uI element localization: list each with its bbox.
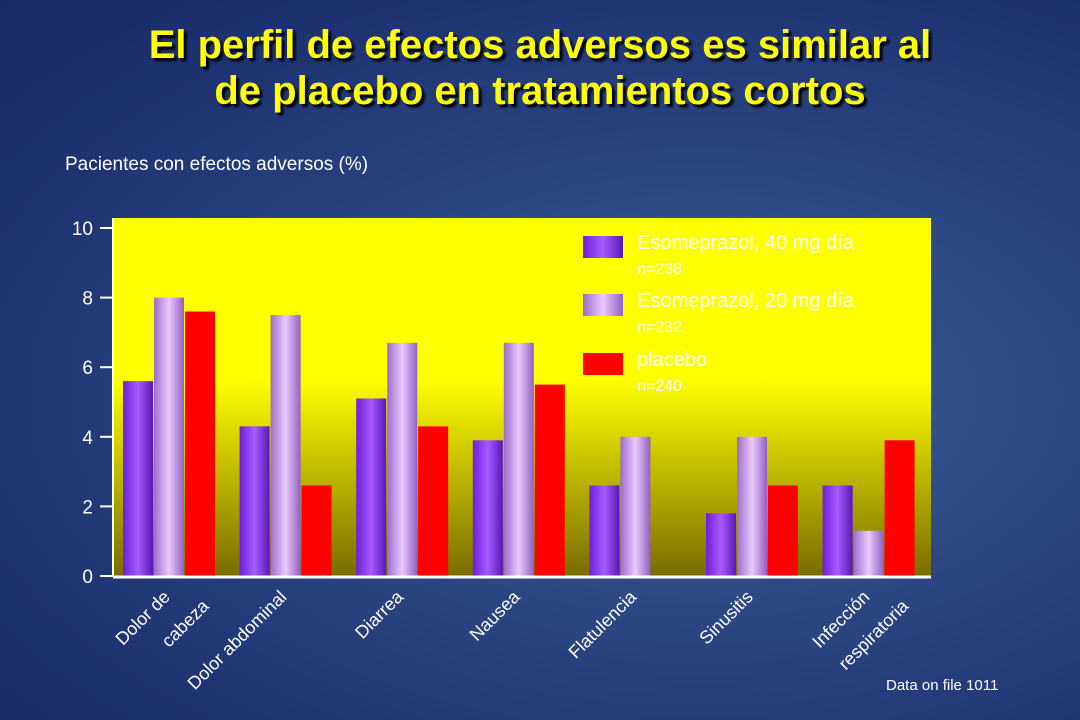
legend-swatch-3 (583, 353, 623, 375)
legend-swatch-1 (583, 236, 623, 258)
bar-3-cat-7 (884, 440, 915, 576)
bar-1-cat-7 (822, 485, 853, 576)
slide-title-line-1: El perfil de efectos adversos es similar… (148, 23, 932, 67)
bar-2-cat-1 (154, 297, 184, 576)
bars-group (123, 297, 915, 576)
chart-subtitle: Pacientes con efectos adversos (%) (65, 154, 369, 175)
legend-n-3: n=240 (637, 378, 682, 395)
bar-3-cat-2 (301, 485, 332, 576)
legend-label-2: Esomeprazol, 20 mg día (637, 290, 855, 312)
x-tick-label-line: Sinusitis (695, 587, 757, 649)
bar-2-cat-3 (387, 342, 418, 576)
bar-3-cat-4 (534, 384, 565, 576)
bar-1-cat-3 (356, 398, 387, 576)
y-tick-label: 6 (82, 358, 93, 379)
bar-1-cat-5 (589, 485, 620, 576)
x-tick-label: Diarrea (351, 586, 408, 643)
legend-label-1: Esomeprazol, 40 mg día (637, 232, 855, 254)
bar-2-cat-6 (737, 436, 767, 576)
y-tick-label: 2 (82, 497, 93, 518)
bar-2-cat-2 (270, 315, 301, 576)
axes-group (112, 218, 931, 579)
slide-title: El perfil de efectos adversos es similar… (0, 22, 1080, 114)
bar-3-cat-6 (768, 485, 798, 576)
x-tick-label: Flatulencia (565, 586, 641, 662)
bar-3-cat-1 (185, 311, 215, 576)
bar-1-cat-1 (123, 381, 153, 576)
y-tick-label: 0 (82, 567, 93, 588)
legend: Esomeprazol, 40 mg día n=238 Esomeprazol, … (583, 232, 855, 395)
y-ticks-group: 0 2 4 6 8 10 (72, 219, 113, 588)
legend-n-2: n=232 (637, 319, 682, 336)
bar-1-cat-4 (472, 440, 503, 576)
x-tick-label-line: Flatulencia (565, 586, 641, 662)
footnote: Data on file 1011 (886, 677, 999, 694)
y-tick-label: 10 (72, 219, 93, 240)
x-tick-label-line: Nausea (466, 586, 525, 645)
y-tick-label: 4 (82, 428, 93, 449)
slide-title-line-2: de placebo en tratamientos cortos (214, 69, 866, 113)
bar-1-cat-2 (239, 426, 270, 576)
y-tick-label: 8 (82, 289, 93, 310)
bar-2-cat-5 (620, 436, 651, 576)
legend-label-3: placebo (637, 349, 707, 371)
x-tick-label-line: Diarrea (351, 586, 408, 643)
bar-3-cat-3 (418, 426, 449, 576)
legend-n-1: n=238 (637, 261, 682, 278)
x-tick-label: Sinusitis (695, 587, 757, 649)
bar-2-cat-4 (503, 342, 534, 576)
bar-1-cat-6 (706, 513, 736, 576)
x-tick-label: Nausea (466, 586, 525, 645)
legend-swatch-2 (583, 294, 623, 316)
bar-2-cat-7 (853, 530, 884, 576)
